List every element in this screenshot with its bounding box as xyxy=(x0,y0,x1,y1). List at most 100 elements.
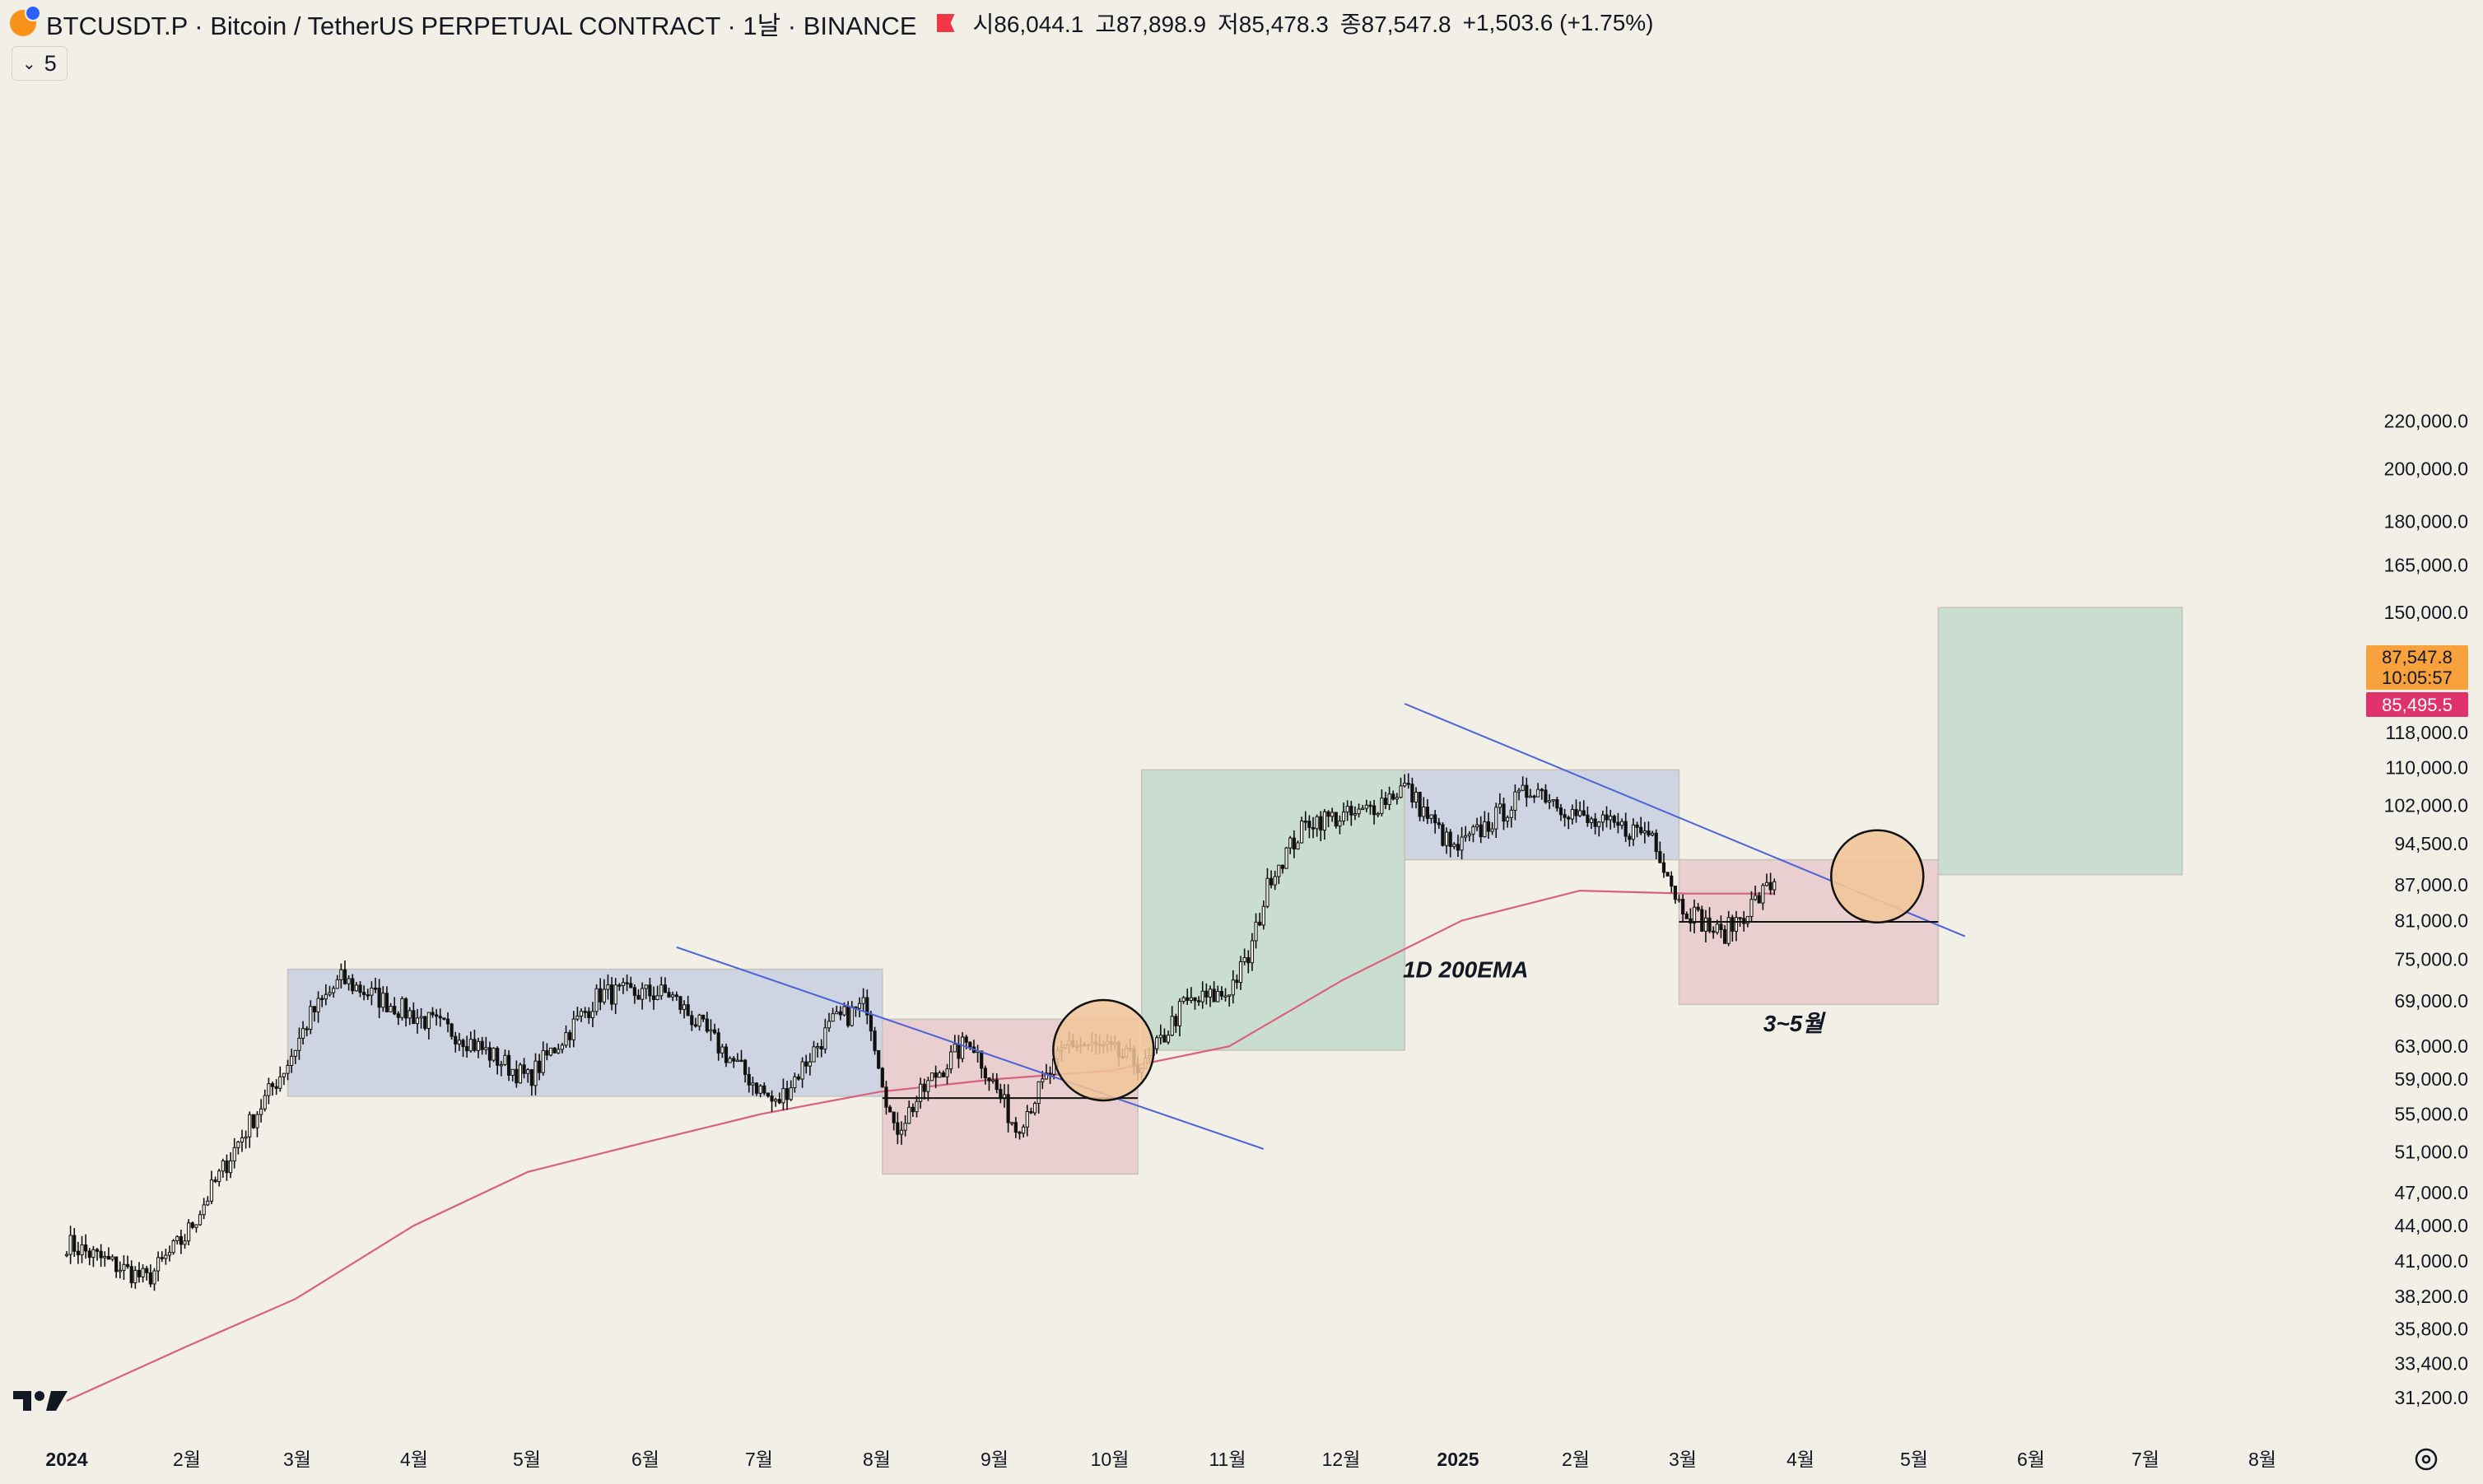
y-tick-label: 69,000.0 xyxy=(2394,990,2468,1012)
candle-body xyxy=(1574,808,1578,816)
candle-body xyxy=(1296,842,1300,850)
candle-body xyxy=(1444,831,1449,846)
candle-body xyxy=(110,1256,114,1260)
candle-body xyxy=(1235,979,1239,984)
candle-body xyxy=(1619,821,1624,826)
candle-body xyxy=(267,1083,271,1096)
candle-body xyxy=(412,1010,416,1025)
candle-body xyxy=(785,1088,790,1100)
candle-body xyxy=(419,1016,423,1019)
candle-body xyxy=(938,1072,942,1078)
candle-body xyxy=(1563,814,1567,818)
candle-body xyxy=(72,1235,77,1252)
candle-body xyxy=(1357,808,1361,815)
candle-body xyxy=(842,1006,846,1016)
candle-body xyxy=(156,1257,161,1272)
candle-body xyxy=(1665,872,1670,877)
candle-body xyxy=(1681,899,1685,914)
candle-body xyxy=(240,1137,245,1142)
y-tick-label: 220,000.0 xyxy=(2384,411,2468,432)
symbol-title[interactable]: BTCUSDT.P · Bitcoin / TetherUS PERPETUAL… xyxy=(46,11,917,40)
candle-body xyxy=(510,1068,515,1076)
candle-body xyxy=(1703,917,1708,932)
candle-body xyxy=(641,988,645,1000)
candle-body xyxy=(1441,824,1445,846)
candle-body xyxy=(724,1046,729,1063)
candle-body xyxy=(1246,957,1251,964)
candle-body xyxy=(720,1046,724,1054)
candle-body xyxy=(1742,918,1746,924)
candle-body xyxy=(564,1032,568,1046)
candle-body xyxy=(1433,814,1437,824)
candle-body xyxy=(248,1114,252,1137)
candle-body xyxy=(1273,876,1277,886)
candle-body xyxy=(766,1092,771,1097)
candle-body xyxy=(328,992,332,995)
candle-body xyxy=(103,1255,107,1258)
candle-body xyxy=(701,1014,706,1020)
candle-body xyxy=(213,1179,217,1183)
y-tick-label: 59,000.0 xyxy=(2394,1068,2468,1090)
candle-body xyxy=(960,1036,965,1059)
candle-body xyxy=(1238,961,1243,984)
countdown-label: 10:05:57 xyxy=(2382,668,2453,688)
candle-body xyxy=(133,1269,137,1284)
candle-body xyxy=(1193,997,1197,1002)
candle-body xyxy=(152,1270,156,1285)
indicators-toggle-button[interactable]: ⌄ 5 xyxy=(12,46,68,81)
candle-body xyxy=(1654,832,1658,853)
candle-body xyxy=(1300,820,1304,844)
candle-body xyxy=(114,1256,119,1272)
candle-body xyxy=(473,1039,477,1051)
candle-body xyxy=(503,1054,507,1065)
candle-body xyxy=(1361,807,1365,811)
candle-body xyxy=(1197,1000,1201,1003)
candle-body xyxy=(1677,899,1681,901)
candle-body xyxy=(190,1222,194,1228)
candle-body xyxy=(1334,812,1338,827)
candle-body xyxy=(1228,994,1232,997)
candle-body xyxy=(1155,1037,1159,1049)
logo-part xyxy=(46,1391,68,1411)
candle-body xyxy=(255,1114,259,1128)
range-box-2 xyxy=(1404,769,1680,861)
candle-body xyxy=(789,1087,793,1100)
candle-body xyxy=(831,1013,835,1022)
x-tick-label: 2월 xyxy=(173,1449,201,1470)
tradingview-logo xyxy=(13,1391,68,1411)
candle-body xyxy=(393,1006,397,1015)
flag-icon[interactable] xyxy=(936,14,955,32)
candle-body xyxy=(1536,789,1540,798)
candle-body xyxy=(1506,816,1510,822)
candle-body xyxy=(636,994,641,1000)
candle-body xyxy=(1010,1122,1014,1124)
candle-body xyxy=(297,1037,301,1051)
candle-body xyxy=(137,1269,142,1277)
candle-body xyxy=(880,1068,884,1088)
candle-body xyxy=(396,1013,400,1018)
candle-body xyxy=(442,1017,446,1020)
candle-body xyxy=(1498,803,1502,808)
candle-body xyxy=(732,1058,736,1062)
symbol-header: BTCUSDT.P · Bitcoin / TetherUS PERPETUAL… xyxy=(10,5,1654,40)
candle-body xyxy=(1330,812,1335,817)
candle-body xyxy=(816,1045,820,1049)
gear-icon[interactable] xyxy=(2415,1448,2438,1471)
candle-body xyxy=(1037,1081,1041,1105)
x-tick-label: 11월 xyxy=(1209,1449,1246,1470)
candle-body xyxy=(95,1249,100,1252)
candle-body xyxy=(1567,816,1571,820)
circle-marker-2 xyxy=(1830,829,1925,923)
candle-body xyxy=(450,1023,454,1037)
candle-body xyxy=(716,1032,720,1054)
candle-body xyxy=(793,1076,797,1089)
candle-body xyxy=(468,1039,473,1052)
candle-body xyxy=(1471,826,1475,835)
candle-body xyxy=(579,1011,584,1017)
candle-body xyxy=(496,1048,500,1066)
candle-body xyxy=(1399,785,1403,798)
y-tick-label: 87,000.0 xyxy=(2394,874,2468,896)
candle-body xyxy=(1586,814,1590,823)
